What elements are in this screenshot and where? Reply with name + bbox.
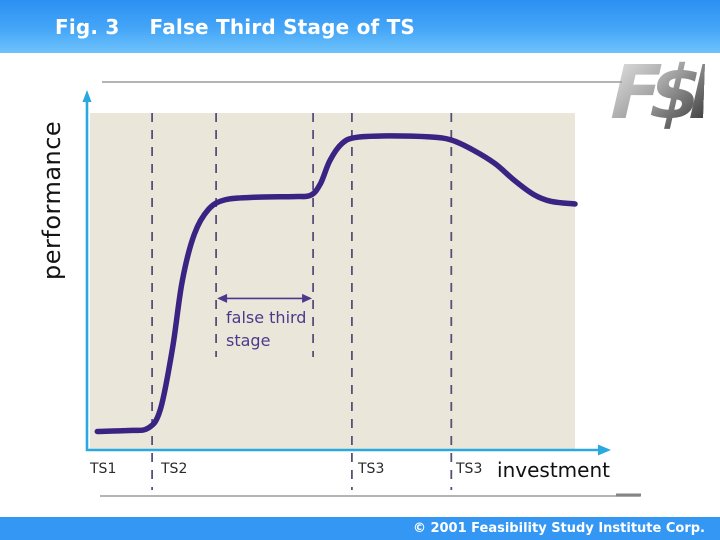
annotation-line-2: stage <box>226 331 271 350</box>
header-bar: Fig. 3 False Third Stage of TS <box>0 0 720 53</box>
annotation-text: false third stage <box>226 306 306 352</box>
y-axis-arrow-icon <box>82 90 92 102</box>
copyright-text: © 2001 Feasibility Study Institute Corp. <box>412 521 705 536</box>
stage-label: TS2 <box>161 461 188 477</box>
slide-title: False Third Stage of TS <box>149 14 416 39</box>
plot-area <box>90 113 575 450</box>
stage-label: TS1 <box>90 461 117 477</box>
stage-label: TS3 <box>456 461 483 477</box>
annotation-arrowhead-right <box>302 293 313 303</box>
annotation-line-1: false third <box>226 308 307 327</box>
figure-number-label: Fig. 3 <box>55 14 120 39</box>
stage-label: TS3 <box>358 461 385 477</box>
annotation-arrowhead-left <box>217 293 228 303</box>
x-axis-arrow-icon <box>598 444 611 456</box>
footer-bar: © 2001 Feasibility Study Institute Corp. <box>0 517 720 540</box>
performance-curve <box>94 133 578 435</box>
x-axis-label: investment <box>497 458 610 482</box>
y-axis-label: performance <box>38 120 66 281</box>
